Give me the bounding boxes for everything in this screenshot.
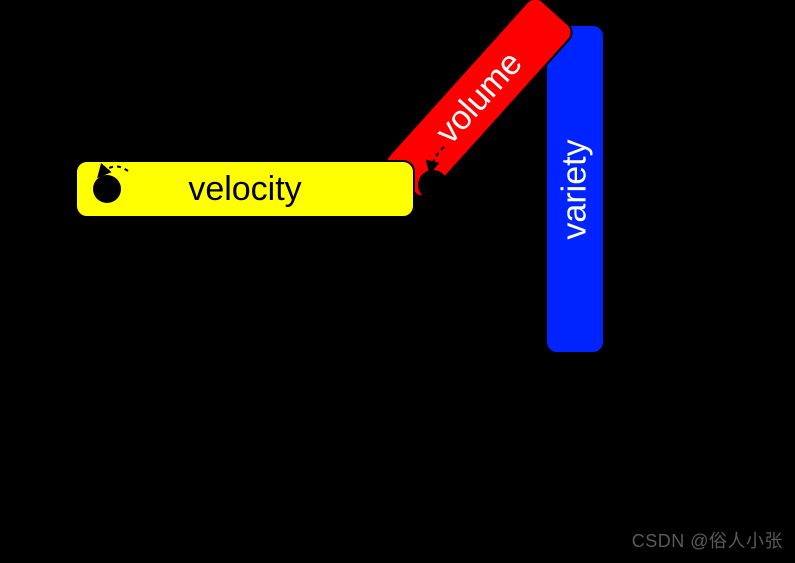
- motion-arrows: [0, 0, 795, 563]
- arrow-right: [430, 147, 444, 172]
- watermark: CSDN @俗人小张: [632, 527, 783, 553]
- arrow-left: [99, 167, 128, 176]
- diagram-stage: { "canvas": { "width": 795, "height": 56…: [0, 0, 795, 563]
